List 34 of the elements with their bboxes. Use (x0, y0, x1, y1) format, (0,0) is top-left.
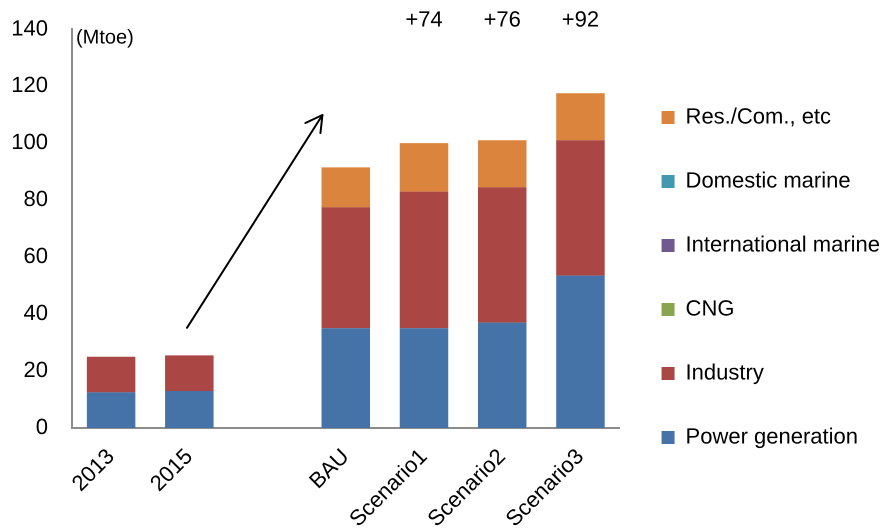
bar (322, 328, 370, 428)
legend-label: CNG (686, 296, 734, 321)
bar (400, 328, 448, 428)
y-tick-label: 100 (11, 129, 48, 154)
bar (165, 355, 214, 391)
y-tick-label: 20 (24, 357, 48, 382)
y-tick-label: 80 (24, 186, 48, 212)
bar (478, 322, 526, 428)
y-axis-title: (Mtoe) (76, 26, 134, 49)
bar (478, 140, 526, 188)
annotation: +74 (405, 6, 443, 32)
bar (478, 187, 526, 323)
bar (86, 392, 136, 428)
bar (400, 192, 448, 328)
bar (556, 93, 605, 140)
bar (556, 140, 605, 276)
y-tick-label: 40 (24, 300, 48, 326)
bar (86, 356, 136, 392)
annotation: +92 (562, 6, 600, 32)
legend-label: Res./Com., etc (686, 104, 832, 129)
y-tick-label: 120 (11, 72, 48, 98)
legend-label: Power generation (686, 424, 858, 449)
bar (400, 143, 448, 192)
annotation: +76 (484, 6, 521, 32)
bar (556, 276, 605, 428)
bar (165, 390, 214, 428)
y-tick-label: 60 (24, 243, 48, 268)
y-tick-label: 140 (11, 15, 48, 40)
legend-label: International marine (686, 232, 880, 257)
legend-label: Domestic marine (686, 168, 851, 193)
legend-label: Industry (686, 360, 764, 385)
bar (322, 167, 370, 208)
bar (322, 207, 370, 328)
y-tick-label: 0 (36, 414, 48, 440)
